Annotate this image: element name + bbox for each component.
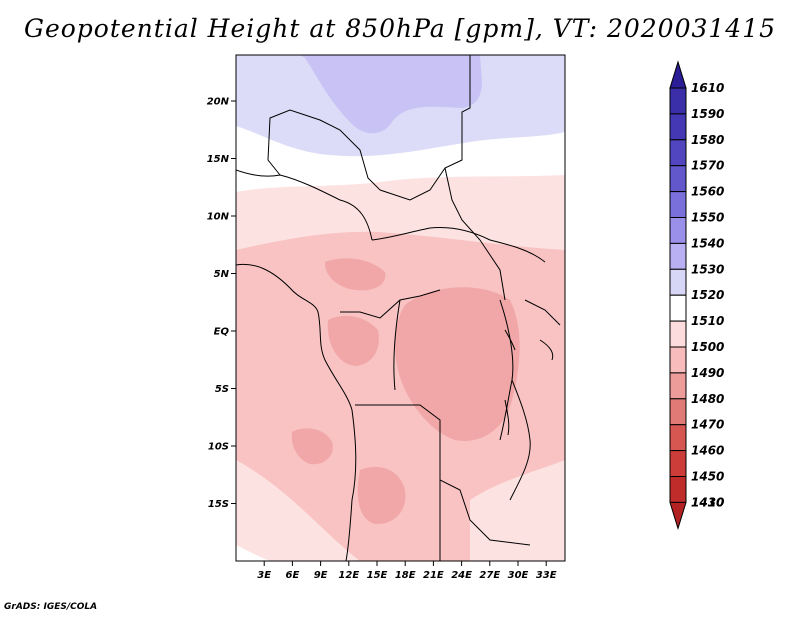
colorbar-swatch xyxy=(669,165,687,193)
colorbar-label: 1500 xyxy=(691,340,724,354)
colorbar-swatch xyxy=(669,450,687,478)
congo-gabon-border xyxy=(340,289,441,319)
lon-tick-label: 12E xyxy=(338,570,359,581)
colorbar-swatch xyxy=(669,424,687,452)
lat-tick-label: 10S xyxy=(208,442,229,453)
colorbar-label-bottom: 1410 xyxy=(691,495,724,509)
lon-tick-label: 18E xyxy=(395,570,416,581)
lat-tick-label: EQ xyxy=(214,327,230,338)
field-1480-angola xyxy=(357,466,406,525)
colorbar-label: 1450 xyxy=(691,470,724,484)
lake-albert xyxy=(504,329,516,351)
longitude-axis: 3E 6E 9E 12E 15E 18E 21E 24E 27E 30E 33E xyxy=(257,561,557,581)
colorbar-label: 1540 xyxy=(691,236,724,250)
colorbar-label: 1590 xyxy=(691,107,724,121)
colorbar-swatch xyxy=(669,217,687,244)
chad-sudan-border xyxy=(444,167,506,301)
lat-tick-label: 10N xyxy=(207,212,230,223)
field-1510-southwest xyxy=(236,545,270,561)
colorbar-swatch xyxy=(669,87,687,115)
colorbar-label: 1510 xyxy=(691,314,724,328)
lake-tanganyika xyxy=(504,399,510,436)
field-1480-cameroon xyxy=(324,258,386,291)
lat-tick-label: 15S xyxy=(208,499,229,510)
colorbar-label-top: 1610 xyxy=(691,81,724,95)
colorbar-label: 1490 xyxy=(691,366,724,380)
lat-tick-label: 5N xyxy=(214,269,230,280)
colorbar-label: 1430 xyxy=(691,495,724,509)
colorbar-swatch xyxy=(669,320,687,348)
colorbar-bottom-arrow xyxy=(669,501,687,531)
colorbar-label: 1460 xyxy=(691,444,724,458)
drc-east-border xyxy=(499,299,514,441)
grads-credit: GrADS: IGES/COLA xyxy=(4,602,98,612)
lon-tick-label: 9E xyxy=(314,570,328,581)
chart-title: Geopotential Height at 850hPa [gpm], VT:… xyxy=(23,14,777,43)
sahara-borders xyxy=(267,55,471,201)
field-1500-southwest xyxy=(236,460,360,561)
colorbar-label: 1560 xyxy=(691,185,724,199)
colorbar-swatch xyxy=(669,242,687,270)
angola-border xyxy=(355,404,531,546)
sahel-border xyxy=(236,169,373,241)
colorbar-swatch xyxy=(669,191,687,219)
colorbar-label: 1580 xyxy=(691,133,724,147)
field-1480-coast xyxy=(291,428,333,465)
field-1480-congo-basin xyxy=(394,287,520,441)
lon-tick-label: 24E xyxy=(451,570,472,581)
field-1500-southeast xyxy=(470,460,565,561)
colorbar-swatch xyxy=(669,476,687,503)
colorbar-label: 1550 xyxy=(691,211,724,225)
colorbar-label: 1470 xyxy=(691,418,724,432)
car-border xyxy=(371,227,546,263)
lon-tick-label: 33E xyxy=(536,570,557,581)
country-borders xyxy=(236,55,561,561)
tanzania-border xyxy=(509,379,531,501)
field-1480-gabon xyxy=(327,315,379,366)
colorbar-label: 1480 xyxy=(691,392,724,406)
atlantic-coastline xyxy=(236,263,357,561)
field-1530-band xyxy=(300,55,482,134)
kenya-uganda-border xyxy=(524,299,561,326)
colorbar-legend: 1610 1590 1580 1570 1560 1550 1540 1530 1520 1510… xyxy=(669,60,724,531)
lon-tick-label: 6E xyxy=(286,570,300,581)
lat-tick-label: 15N xyxy=(207,154,230,165)
colorbar-swatch xyxy=(669,113,687,141)
lon-tick-label: 30E xyxy=(508,570,529,581)
colorbar-top-arrow xyxy=(669,60,687,89)
colorbar-swatch xyxy=(669,294,687,322)
lake-victoria xyxy=(539,339,554,361)
congo-drc-border xyxy=(393,299,401,391)
lat-tick-label: 5S xyxy=(215,384,229,395)
latitude-axis: 20N 15N 10N 5N EQ 5S 10S 15S xyxy=(207,97,236,510)
colorbar-swatch xyxy=(669,268,687,296)
lon-tick-label: 21E xyxy=(423,570,444,581)
lon-tick-label: 3E xyxy=(257,570,271,581)
colorbar-label: 1520 xyxy=(691,288,724,302)
lon-tick-label: 15E xyxy=(367,570,388,581)
colorbar-swatch xyxy=(669,372,687,400)
height-field xyxy=(236,55,565,561)
lat-tick-label: 20N xyxy=(207,97,230,108)
colorbar-swatch xyxy=(669,398,687,426)
colorbar-label: 1570 xyxy=(691,159,724,173)
colorbar-swatch xyxy=(669,346,687,374)
colorbar-swatch xyxy=(669,139,687,167)
lon-tick-label: 27E xyxy=(479,570,500,581)
map-frame xyxy=(235,54,566,562)
colorbar-label: 1530 xyxy=(691,262,724,276)
